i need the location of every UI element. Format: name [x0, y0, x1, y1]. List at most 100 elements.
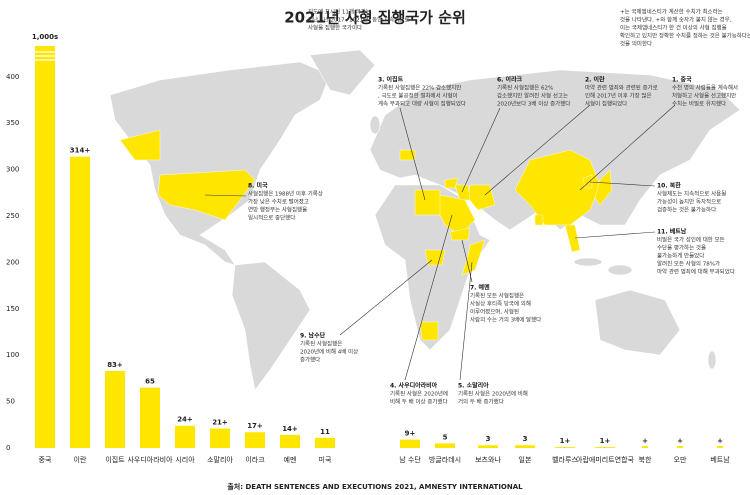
- annotation-title: 4. 사우디아라비아: [390, 382, 438, 390]
- source: 출처: DEATH SENTENCES AND EXECUTIONS 2021,…: [227, 482, 523, 491]
- value-label: 83+: [107, 361, 123, 369]
- value-label: 1,000s: [32, 33, 58, 41]
- bar: [35, 46, 55, 448]
- annotation-text: 이루어졌으며, 사형된: [470, 308, 519, 316]
- note: 지난 5년(2017~2021년) 동안 지속적으로: [308, 16, 409, 24]
- leader-lines: [204, 104, 676, 381]
- annotation-title: 2. 이란: [585, 76, 605, 84]
- x-tick-label: 시리아: [175, 455, 195, 464]
- x-tick-label: 보츠와나: [475, 455, 501, 464]
- x-tick-label: 이라크: [245, 455, 265, 464]
- annotation-text: 수천 명의 사람들을 계속해서: [672, 84, 738, 92]
- bar: [595, 447, 615, 448]
- value-label: 5: [443, 433, 448, 441]
- annotation-title: 11. 베트남: [657, 228, 687, 236]
- bar: [210, 428, 230, 448]
- note: +는 국제앰네스티가 계산한 수치가 최소라는: [620, 8, 723, 16]
- y-tick-label: 300: [6, 166, 19, 174]
- y-tick-label: 50: [6, 398, 15, 406]
- x-tick-label: 아랍에미리트연합국: [576, 455, 635, 464]
- annotation-title: 7. 예멘: [470, 284, 490, 292]
- bar: [515, 445, 535, 448]
- world-map: [109, 49, 741, 391]
- value-label: 314+: [70, 147, 91, 155]
- y-tick-label: 250: [6, 212, 19, 220]
- bar: [70, 156, 90, 448]
- value-label: 65: [145, 378, 155, 386]
- annotation-text: 2020년에 비해 4배 이상: [300, 348, 358, 356]
- x-tick-label: 중국: [39, 456, 52, 464]
- x-tick-label: 베트남: [710, 455, 730, 464]
- bars: [35, 46, 615, 448]
- annotation-text: 일시적으로 중단했다: [248, 214, 295, 222]
- annotation-text: 알려진 모든 사형의 78%가: [657, 260, 720, 268]
- bar: [105, 370, 125, 448]
- bar: [400, 439, 420, 448]
- x-tick-label: 사우디아라비아: [127, 455, 173, 464]
- y-tick-label: 150: [6, 305, 19, 313]
- y-tick-label: 0: [6, 444, 10, 452]
- chart-title: 2021년 사형 집행국가 순위: [284, 9, 466, 27]
- x-tick-label: 소말리아: [207, 455, 233, 464]
- note: 이는 국제앰네스티가 한 건 이상의 사형 집행을: [620, 24, 727, 32]
- value-label: 17+: [247, 422, 263, 430]
- value-label: 3: [486, 435, 491, 443]
- bar: [717, 446, 723, 448]
- note: 확인하고 있지만 정확한 수치를 정하는 것은 불가능하다는: [620, 32, 750, 40]
- annotation-text: 증가했다: [300, 356, 320, 364]
- annotation-title: 8. 미국: [248, 182, 268, 190]
- x-tick-label: 이란: [74, 455, 87, 464]
- annotation-text: 사실상 후티족 당국에 의해: [470, 300, 531, 308]
- x-tick-label: 남 수단: [399, 455, 421, 464]
- value-label: +: [717, 437, 723, 445]
- annotation-text: 기록된 모든 사형집행은: [470, 292, 524, 300]
- annotation-text: 사람의 수는 거의 3배에 달했다: [470, 316, 541, 324]
- bar: [140, 387, 160, 448]
- annotation-text: 수단을 평가하는 것을: [657, 244, 706, 252]
- y-tick-label: 350: [6, 119, 19, 127]
- annotation-text: 기록된 사형집행은 22% 감소했지만: [378, 84, 461, 92]
- annotation-text: 기록된 사형은 2020년에: [390, 390, 448, 398]
- bar: [555, 447, 575, 448]
- annotation-text: 인해 2017년 이후 가장 많은: [585, 92, 652, 100]
- annotation-text: 기록된 사형집행은 62%: [497, 84, 553, 92]
- note: 지도에 표시된 11개 국가는: [308, 8, 371, 16]
- annotation-text: 불가능하게 만들었다: [657, 252, 704, 260]
- annotation-text: 비밀은 국가 성인에 대한 모든: [657, 236, 725, 244]
- x-tick-label: 벨라루스: [552, 455, 578, 464]
- note: 것을 나타낸다. +와 함께 숫자가 붙지 않는 경우,: [620, 16, 732, 24]
- value-label: 24+: [177, 416, 193, 424]
- x-tick-label: 오만: [674, 455, 687, 464]
- bar: [280, 435, 300, 448]
- y-tick-label: 400: [6, 73, 19, 81]
- annotation-text: 가능성이 높지만 독자적으로: [657, 198, 721, 206]
- annotation-text: 계속 부과되고 대량 사형이 집행되었다: [378, 100, 466, 108]
- annotation-text: 연방 행정부는 사형집행을: [248, 206, 307, 214]
- bar: [245, 432, 265, 448]
- x-tick-label: 이집트: [105, 455, 125, 464]
- y-tick-label: 200: [6, 258, 19, 266]
- annotation-title: 6. 이라크: [497, 76, 523, 84]
- annotation-text: 거의 두 배 증가했다: [458, 398, 504, 406]
- annotation-text: 기록된 사형집행은: [300, 340, 342, 348]
- annotation-title: 10. 북한: [657, 182, 681, 190]
- annotation-text: 사형집행은 1988년 이후 기록상: [248, 190, 323, 198]
- annotation-text: 검증하는 것은 불가능하다: [657, 206, 716, 214]
- annotation-text: 기록된 사형은 2020년에 비해: [458, 390, 528, 398]
- x-tick-label: 북한: [639, 456, 652, 464]
- value-label: 14+: [282, 425, 298, 433]
- value-label: 1+: [600, 437, 611, 445]
- annotation-text: 수치는 비밀로 유지했다: [672, 100, 726, 108]
- bar: [315, 437, 335, 448]
- bar: [677, 446, 683, 448]
- annotation-text: 사형제도는 지속적으로 사용될: [657, 190, 726, 198]
- annotation-text: , 극도로 불공정한 절차에서 사형이: [378, 92, 458, 100]
- value-label: 21+: [212, 419, 228, 427]
- annotation-title: 5. 소말리아: [458, 382, 489, 390]
- value-label: 11: [320, 428, 330, 436]
- y-tick-label: 100: [6, 351, 19, 359]
- annotation-text: 비해 두 배 이상 증가했다: [390, 398, 448, 406]
- bar: [175, 425, 195, 448]
- annotation-text: 감소했지만 알려진 사형 선고는: [497, 92, 568, 100]
- value-label: 3: [523, 435, 528, 443]
